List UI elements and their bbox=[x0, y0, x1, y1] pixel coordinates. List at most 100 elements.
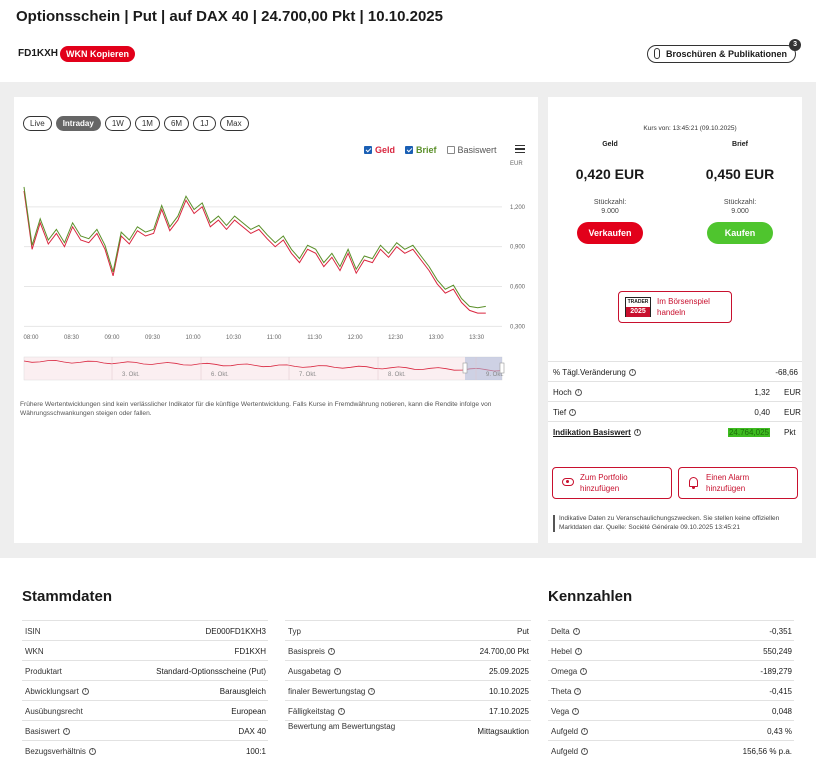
info-icon[interactable]: i bbox=[581, 748, 589, 756]
navigator-handle-right[interactable] bbox=[499, 362, 505, 374]
price-chart[interactable]: EUR 1,200 0,900 0,600 0,300 08:00 08:30 09:00 09… bbox=[14, 157, 538, 387]
table-value: -0,415 bbox=[769, 687, 792, 696]
legend-geld[interactable]: Geld bbox=[364, 145, 395, 155]
info-icon[interactable]: i bbox=[574, 688, 582, 696]
x-tick-label: 13:30 bbox=[469, 335, 485, 341]
stat-value-text: -68,66 bbox=[775, 368, 798, 377]
quote-panel: Kurs von: 13:45:21 (09.10.2025) Geld 0,4… bbox=[548, 97, 802, 543]
table-row: Vega i 0,048 bbox=[548, 700, 794, 720]
table-label-text: Abwicklungsart bbox=[25, 687, 79, 696]
x-tick-label: 08:00 bbox=[23, 335, 39, 341]
range-button-live[interactable]: Live bbox=[23, 116, 52, 131]
table-label: Typ bbox=[288, 627, 301, 636]
y-tick-label: 0,300 bbox=[510, 324, 526, 330]
stat-value-text: 0,40 bbox=[754, 408, 770, 417]
range-button-1m[interactable]: 1M bbox=[134, 116, 160, 131]
legend-brief[interactable]: Brief bbox=[405, 145, 437, 155]
range-button-6m[interactable]: 6M bbox=[163, 116, 190, 131]
chart-legend: Geld Brief Basiswert bbox=[364, 145, 497, 155]
table-label-text: WKN bbox=[25, 647, 44, 656]
chart-panel: Live Intraday 1W 1M 6M 1J Max Geld Brief Basis… bbox=[14, 97, 538, 543]
sell-button[interactable]: Verkaufen bbox=[577, 222, 643, 244]
stat-unit: Pkt bbox=[784, 428, 796, 437]
info-icon[interactable]: i bbox=[81, 688, 89, 696]
navigator-selection[interactable] bbox=[465, 357, 502, 380]
info-icon[interactable]: i bbox=[581, 728, 589, 736]
info-icon[interactable]: i bbox=[574, 648, 582, 656]
page-title: Optionsschein | Put | auf DAX 40 | 24.70… bbox=[16, 8, 443, 25]
geld-label: Geld bbox=[602, 141, 618, 148]
table-row: Ausübungsrecht European bbox=[22, 700, 268, 720]
table-value: 17.10.2025 bbox=[488, 707, 529, 716]
basiswert-checkbox[interactable] bbox=[446, 146, 455, 154]
table-label: Basiswert i bbox=[25, 727, 70, 736]
info-icon[interactable]: i bbox=[368, 688, 376, 696]
geld-checkbox[interactable] bbox=[364, 146, 372, 154]
trader-text-line2: handeln bbox=[657, 308, 686, 317]
table-label: Delta i bbox=[551, 627, 580, 636]
add-alarm-button[interactable]: Einen Alarm hinzufügen bbox=[678, 467, 798, 499]
info-icon[interactable]: i bbox=[62, 728, 70, 736]
table-label-text: Typ bbox=[288, 627, 301, 636]
info-icon[interactable]: i bbox=[569, 409, 577, 417]
stat-label-text: % Tägl.Veränderung bbox=[553, 368, 626, 377]
table-row: Aufgeld i 156,56 % p.a. bbox=[548, 740, 794, 758]
table-label: Ausgabetag i bbox=[288, 667, 341, 676]
info-icon[interactable]: i bbox=[572, 708, 580, 716]
range-button-1w[interactable]: 1W bbox=[104, 116, 131, 131]
info-icon[interactable]: i bbox=[88, 748, 96, 756]
series-line-brief bbox=[23, 186, 486, 309]
info-icon[interactable]: i bbox=[572, 628, 580, 636]
table-row: ISIN DE000FD1KXH3 bbox=[22, 620, 268, 640]
table-value: -0,351 bbox=[769, 627, 792, 636]
y-tick-label: 1,200 bbox=[510, 205, 526, 211]
stat-value: 1,32 bbox=[754, 388, 770, 397]
x-tick-label: 10:00 bbox=[186, 335, 202, 341]
stat-label: Tief i bbox=[553, 408, 577, 417]
info-icon[interactable]: i bbox=[628, 369, 636, 377]
table-label-text: Ausübungsrecht bbox=[25, 707, 83, 716]
table-label-text: Aufgeld bbox=[551, 727, 579, 736]
info-icon[interactable]: i bbox=[633, 429, 641, 437]
trader-game-button[interactable]: TRADER 2025 Im Börsenspiel handeln bbox=[618, 291, 732, 323]
chart-menu-icon[interactable] bbox=[515, 145, 525, 153]
table-value: Standard-Optionsscheine (Put) bbox=[156, 667, 266, 676]
table-label: Abwicklungsart i bbox=[25, 687, 89, 696]
stat-label[interactable]: Indikation Basiswert i bbox=[553, 428, 641, 437]
legend-basiswert-label: Basiswert bbox=[457, 145, 497, 155]
table-row: Theta i -0,415 bbox=[548, 680, 794, 700]
table-label-text: Basiswert bbox=[25, 727, 60, 736]
info-icon[interactable]: i bbox=[327, 648, 335, 656]
table-value: 156,56 % p.a. bbox=[742, 747, 792, 756]
range-button-1j[interactable]: 1J bbox=[193, 116, 216, 131]
quote-note: Indikative Daten zu Veranschaulichungszw… bbox=[553, 515, 793, 532]
table-label-text: Aufgeld bbox=[551, 747, 579, 756]
info-icon[interactable]: i bbox=[574, 389, 582, 397]
table-row: Basiswert i DAX 40 bbox=[22, 720, 268, 740]
stat-unit: EUR bbox=[784, 388, 801, 397]
table-row: Bezugsverhältnis i 100:1 bbox=[22, 740, 268, 758]
table-value: 24.700,00 Pkt bbox=[479, 647, 529, 656]
wkn-copy-button[interactable]: WKN Kopieren bbox=[60, 46, 135, 62]
brief-checkbox[interactable] bbox=[405, 146, 414, 154]
navigator-handle-left[interactable] bbox=[462, 362, 468, 374]
info-icon[interactable]: i bbox=[333, 668, 341, 676]
add-to-portfolio-button[interactable]: Zum Portfolio hinzufügen bbox=[552, 467, 672, 499]
brochures-button[interactable]: Broschüren & Publikationen 3 bbox=[647, 39, 802, 63]
brochures-count-badge: 3 bbox=[789, 39, 802, 51]
stat-value: 24.764,025 bbox=[727, 428, 770, 437]
range-button-max[interactable]: Max bbox=[219, 116, 249, 131]
table-label: Aufgeld i bbox=[551, 727, 589, 736]
geld-column: Geld 0,420 EUR Stückzahl: 9.000 Verkaufen bbox=[550, 141, 670, 244]
range-button-intraday[interactable]: Intraday bbox=[55, 116, 101, 131]
stat-label-text: Tief bbox=[553, 408, 567, 417]
table-label-text: Produktart bbox=[25, 667, 62, 676]
info-icon[interactable]: i bbox=[337, 708, 345, 716]
table-label: Omega i bbox=[551, 667, 588, 676]
info-icon[interactable]: i bbox=[580, 668, 588, 676]
stat-row: Tief i 0,40 EUR bbox=[548, 401, 802, 421]
legend-basiswert[interactable]: Basiswert bbox=[446, 145, 497, 155]
buy-button[interactable]: Kaufen bbox=[707, 222, 773, 244]
x-tick-label: 09:30 bbox=[145, 335, 161, 341]
alarm-line1: Einen Alarm bbox=[706, 473, 750, 482]
